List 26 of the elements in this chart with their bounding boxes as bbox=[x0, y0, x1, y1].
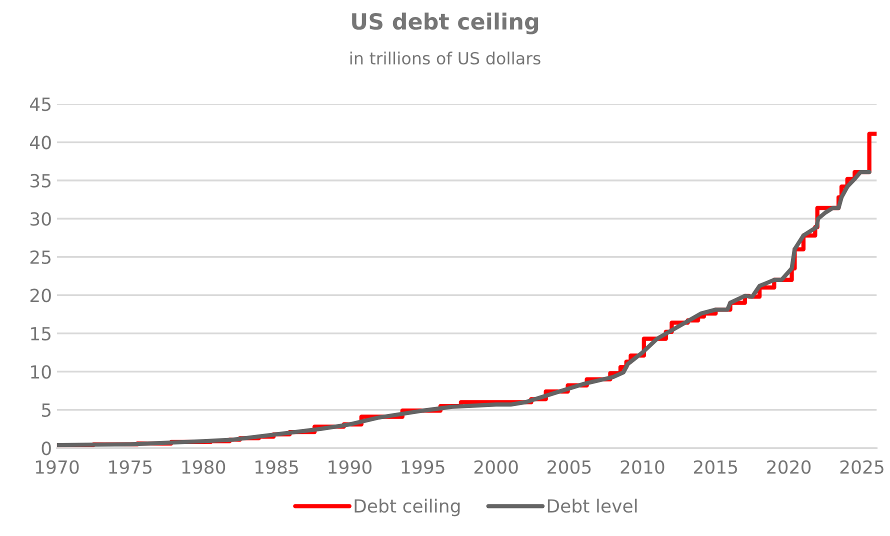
chart-title: US debt ceiling bbox=[352, 12, 538, 34]
y-tick-label: 0 bbox=[42, 442, 51, 456]
y-tick-label: 35 bbox=[30, 174, 51, 188]
legend-label: Debt ceiling bbox=[354, 498, 460, 516]
x-tick-label: 2010 bbox=[620, 460, 664, 474]
x-tick-label: 1985 bbox=[256, 460, 298, 474]
x-tick-label: 2015 bbox=[694, 460, 738, 474]
y-tick-label: 40 bbox=[30, 136, 51, 150]
y-tick-label: 20 bbox=[30, 288, 51, 302]
y-tick-label: 5 bbox=[42, 404, 51, 417]
x-tick-label: 1990 bbox=[328, 460, 372, 474]
x-tick-label: 1970 bbox=[36, 460, 79, 474]
y-tick-label: 45 bbox=[30, 98, 51, 112]
x-tick-label: 2000 bbox=[474, 460, 518, 474]
chart-subtitle: in trillions of US dollars bbox=[350, 52, 540, 65]
y-tick-label: 15 bbox=[31, 327, 51, 341]
x-tick-label: 2025 bbox=[840, 460, 884, 474]
x-tick-label: 1975 bbox=[109, 460, 152, 474]
x-tick-label: 1980 bbox=[182, 460, 226, 474]
x-tick-label: 1995 bbox=[402, 460, 444, 474]
x-tick-label: 2020 bbox=[767, 460, 811, 474]
y-tick-label: 25 bbox=[30, 250, 51, 264]
legend-label: Debt level bbox=[548, 498, 637, 513]
y-tick-label: 30 bbox=[30, 212, 51, 226]
x-tick-label: 2005 bbox=[548, 460, 591, 474]
y-tick-label: 10 bbox=[31, 365, 51, 379]
